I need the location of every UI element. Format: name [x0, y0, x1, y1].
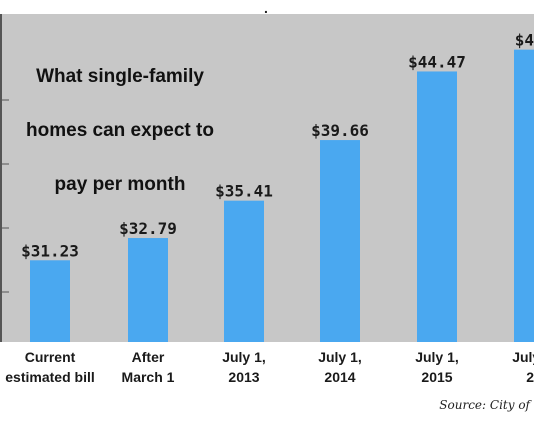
x-tick-label: 2013: [228, 369, 259, 385]
x-tick-label: Current: [25, 349, 76, 365]
bar-value-label: $44.47: [408, 52, 466, 71]
bar-value-label: $32.79: [119, 219, 177, 238]
header-fragment: .: [0, 0, 534, 14]
x-tick-label: July 1,: [415, 349, 459, 365]
x-tick-label: After: [132, 349, 165, 365]
source-note: Source: City of: [439, 398, 530, 412]
x-tick-label: 20: [526, 369, 534, 385]
x-tick-label: 2014: [324, 369, 355, 385]
bar-value-label: $35.41: [215, 182, 273, 201]
chart-title: What single-family homes can expect to p…: [20, 36, 220, 225]
bar: [417, 71, 457, 342]
header-fragment-text: .: [264, 0, 268, 14]
x-tick-label: estimated bill: [5, 369, 94, 385]
bar: [30, 260, 70, 342]
x-tick-label: July 1,: [222, 349, 266, 365]
x-tick-label: March 1: [122, 369, 175, 385]
bar: [224, 200, 264, 342]
chart-title-line: homes can expect to: [26, 120, 214, 141]
x-tick-label: July 1,: [512, 349, 534, 365]
bar-value-label: $39.66: [311, 121, 369, 140]
bar: [320, 140, 360, 342]
x-tick-label: July 1,: [318, 349, 362, 365]
x-tick-label: 2015: [421, 369, 452, 385]
bar: [128, 238, 168, 342]
bar-value-label: $31.23: [21, 241, 79, 260]
chart-title-line: What single-family: [36, 66, 204, 87]
bar-value-label: $46.: [515, 31, 534, 50]
chart-title-line: pay per month: [54, 174, 186, 195]
bar: [514, 49, 534, 343]
